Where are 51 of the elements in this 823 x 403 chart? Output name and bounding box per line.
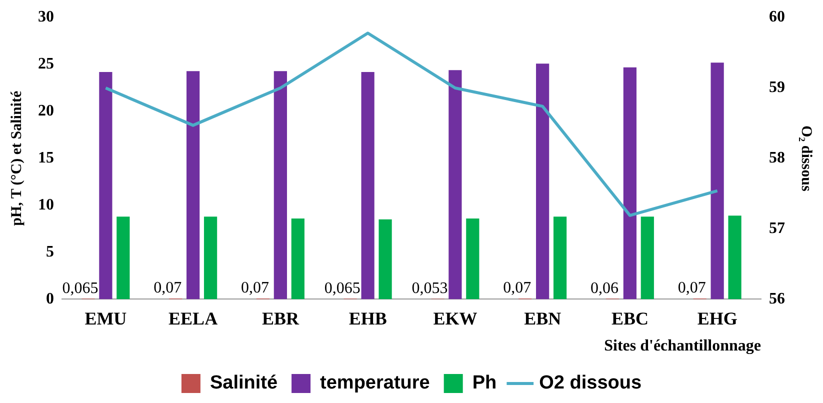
x-tick-label: EHG: [697, 308, 738, 329]
x-axis-title: Sites d'échantillonnage: [604, 338, 761, 355]
y-tick-label: 10: [38, 196, 54, 214]
x-tick-label: EMU: [84, 308, 127, 329]
y-tick-label: 20: [38, 102, 54, 120]
bar: [361, 72, 374, 300]
y-axis-title: pH, T (°C) et Salinité: [8, 90, 25, 226]
bar: [116, 216, 130, 300]
bar: [728, 216, 742, 300]
x-tick-label: EBN: [524, 308, 562, 329]
data-label: 0,053: [412, 280, 448, 297]
y-tick-label: 5: [46, 243, 54, 260]
data-label: 0,07: [678, 280, 706, 297]
y-tick-label: 30: [38, 8, 54, 26]
bar: [204, 216, 218, 300]
data-label: 0,07: [240, 280, 269, 297]
legend-label: Salinité: [210, 372, 278, 394]
data-label: 0,065: [324, 280, 360, 297]
bar: [291, 218, 304, 300]
y2-tick-label: 57: [769, 220, 785, 237]
legend-label: O2 dissous: [539, 372, 642, 394]
bar: [186, 71, 200, 300]
y2-tick-label: 60: [769, 8, 785, 26]
legend-label: temperature: [320, 372, 430, 394]
bar: [99, 72, 112, 300]
bar: [378, 219, 392, 300]
bar: [710, 62, 724, 300]
y2-tick-label: 58: [769, 150, 785, 167]
x-tick-label: EELA: [168, 308, 218, 329]
x-tick-label: EKW: [433, 308, 478, 329]
bar: [623, 67, 636, 300]
data-label: 0,065: [62, 280, 98, 297]
x-tick-label: EBR: [262, 308, 300, 329]
bar: [536, 64, 550, 300]
bar: [448, 70, 462, 300]
legend-label: Ph: [472, 372, 497, 394]
x-tick-label: EHB: [348, 308, 387, 329]
bar: [274, 71, 287, 300]
data-label: 0,07: [503, 280, 532, 297]
data-label: 0,06: [590, 280, 618, 297]
bar: [466, 218, 480, 300]
y2-axis-title: O₂ dissous: [798, 126, 814, 192]
y2-tick-label: 59: [769, 79, 785, 96]
bar: [553, 216, 567, 300]
y-tick-label: 0: [46, 290, 54, 308]
y2-tick-label: 56: [769, 290, 785, 308]
x-tick-label: EBC: [611, 308, 648, 329]
bar: [640, 216, 654, 300]
y-tick-label: 25: [38, 56, 54, 73]
y-tick-label: 15: [38, 150, 54, 167]
data-label: 0,07: [154, 280, 182, 297]
